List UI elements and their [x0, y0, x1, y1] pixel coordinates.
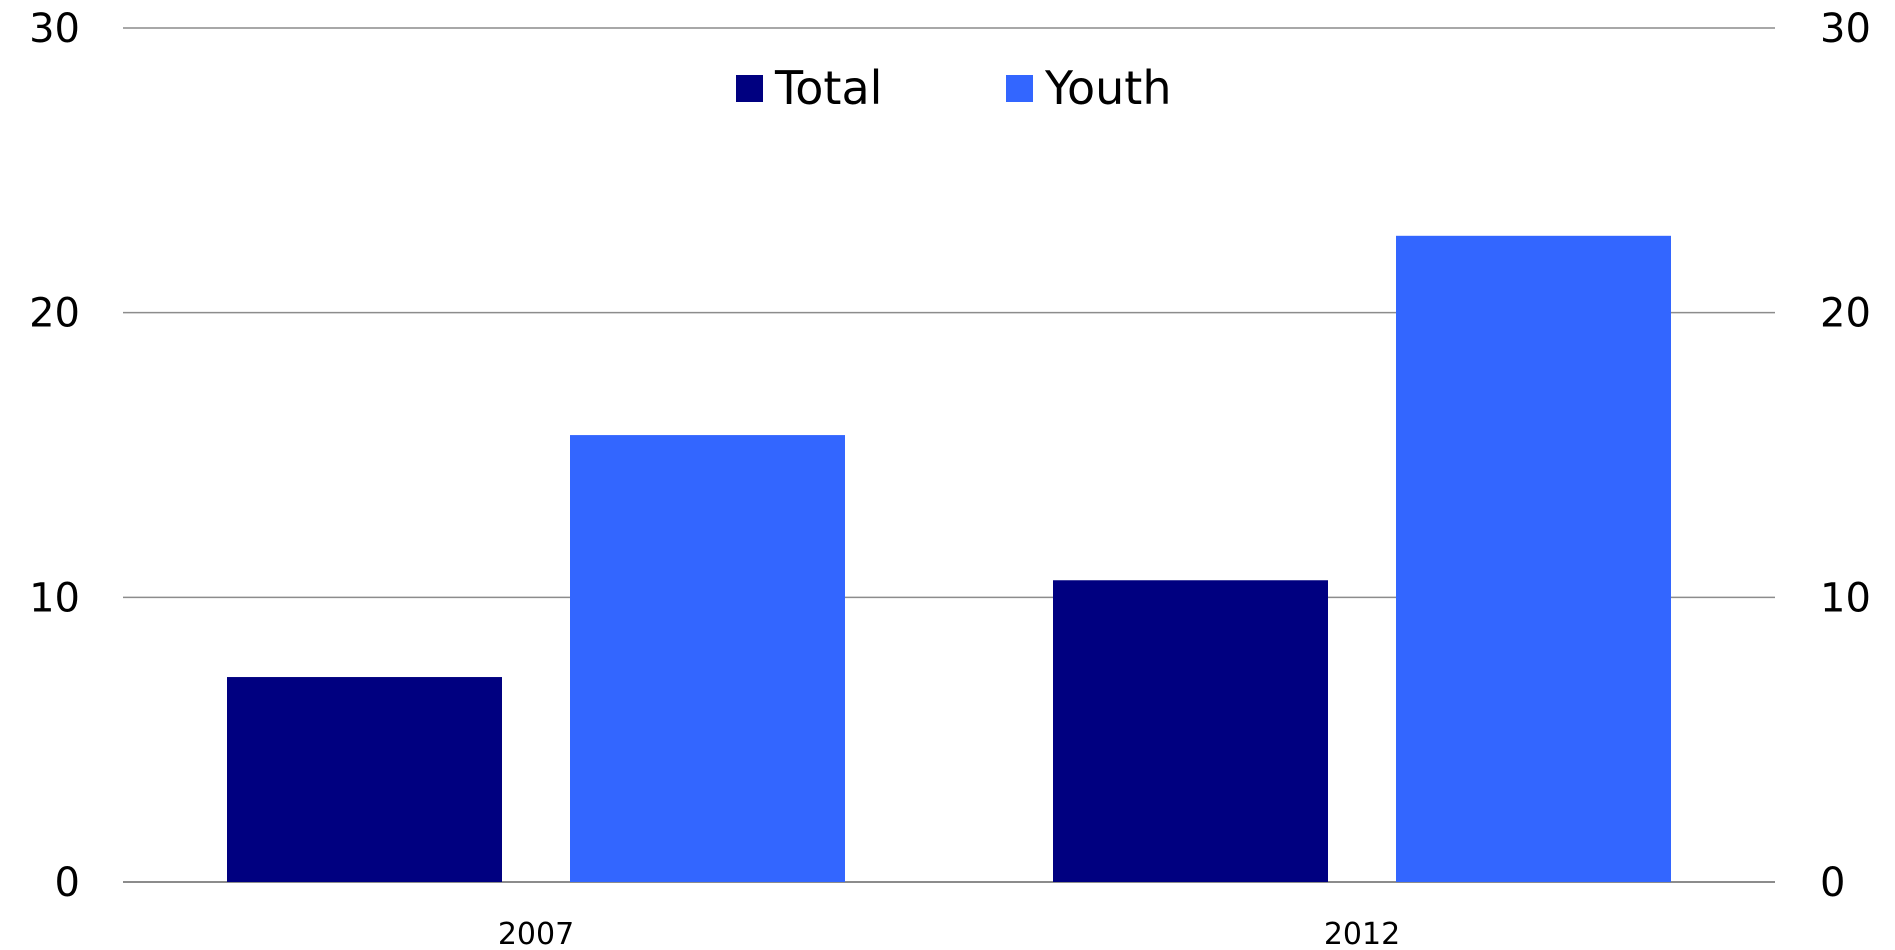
- y-tick-right-20: 20: [1820, 291, 1871, 337]
- legend-label-total: Total: [774, 61, 882, 115]
- legend: Total Youth: [736, 61, 1171, 115]
- legend-label-youth: Youth: [1044, 61, 1171, 115]
- y-tick-left-20: 20: [29, 291, 80, 337]
- bar-youth-2007: [570, 435, 845, 882]
- y-tick-right-0: 0: [1820, 860, 1845, 906]
- bar-youth-2012: [1396, 235, 1671, 883]
- x-category-label-2007: 2007: [498, 917, 574, 950]
- y-tick-left-0: 0: [55, 860, 80, 906]
- x-axis-category-labels: 2007 2012: [498, 917, 1400, 950]
- bars: [227, 235, 1671, 883]
- left-y-axis-ticks: 0 10 20 30: [29, 6, 80, 906]
- bar-total-2007: [227, 677, 502, 882]
- y-tick-right-10: 10: [1820, 575, 1871, 621]
- legend-swatch-youth: [1006, 75, 1033, 102]
- right-y-axis-ticks: 0 10 20 30: [1820, 6, 1871, 906]
- y-tick-left-30: 30: [29, 6, 80, 52]
- bar-total-2012: [1053, 580, 1328, 882]
- y-tick-left-10: 10: [29, 575, 80, 621]
- y-tick-right-30: 30: [1820, 6, 1871, 52]
- x-category-label-2012: 2012: [1324, 917, 1400, 950]
- legend-swatch-total: [736, 75, 763, 102]
